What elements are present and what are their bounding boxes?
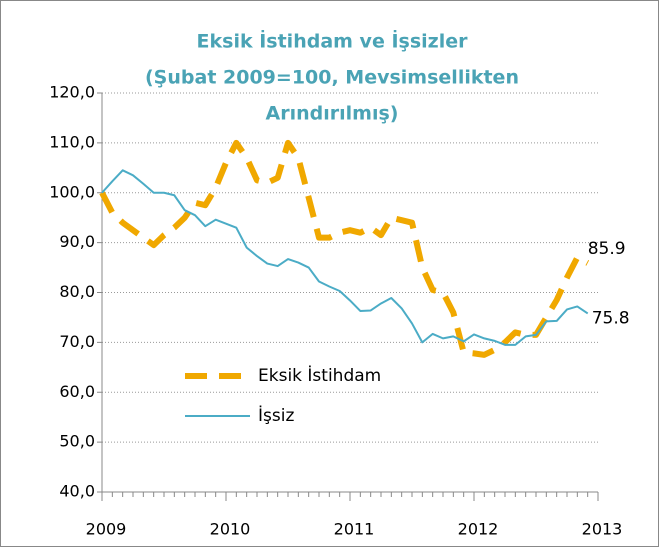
legend-label: İşsiz — [258, 405, 294, 426]
series-line — [99, 139, 590, 358]
data-label: 85.9 — [588, 239, 626, 259]
x-tick-label: 2012 — [458, 520, 499, 539]
chart-title: Eksik İstihdam ve İşsizler — [197, 29, 469, 53]
y-tick-label: 40,0 — [59, 482, 95, 501]
chart-title: Arındırılmış) — [266, 103, 399, 125]
y-tick-label: 50,0 — [59, 432, 95, 451]
x-tick-label: 2013 — [582, 520, 623, 539]
y-tick-label: 60,0 — [59, 382, 95, 401]
y-tick-label: 120,0 — [49, 83, 95, 102]
legend-label: Eksik İstihdam — [258, 365, 381, 386]
y-tick-label: 90,0 — [59, 232, 95, 251]
y-tick-label: 80,0 — [59, 282, 95, 301]
y-tick-label: 100,0 — [49, 182, 95, 201]
y-tick-label: 110,0 — [49, 132, 95, 151]
chart-title: (Şubat 2009=100, Mevsimsellikten — [145, 67, 519, 89]
series-line — [101, 169, 589, 346]
y-tick-label: 70,0 — [59, 332, 95, 351]
x-tick-label: 2011 — [334, 520, 375, 539]
data-label: 75.8 — [592, 308, 630, 328]
x-tick-label: 2010 — [210, 520, 251, 539]
x-tick-label: 2009 — [86, 520, 127, 539]
